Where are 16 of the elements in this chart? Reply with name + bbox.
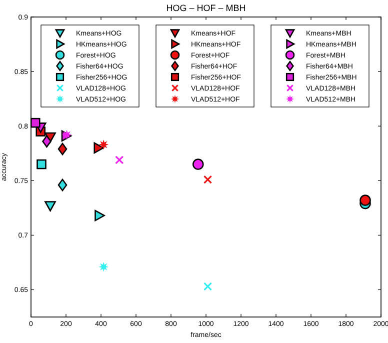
point — [36, 159, 46, 170]
point — [42, 135, 52, 148]
point — [203, 175, 212, 184]
point — [58, 142, 68, 156]
chart-title: HOG – HOF – MBH — [166, 3, 246, 13]
point — [115, 156, 124, 164]
point — [94, 142, 104, 154]
point — [98, 262, 109, 272]
point — [203, 282, 212, 291]
point — [98, 140, 109, 150]
point — [94, 210, 105, 222]
point — [360, 194, 371, 206]
point — [192, 158, 204, 170]
point — [44, 201, 56, 212]
point — [30, 118, 40, 128]
point — [58, 178, 68, 192]
